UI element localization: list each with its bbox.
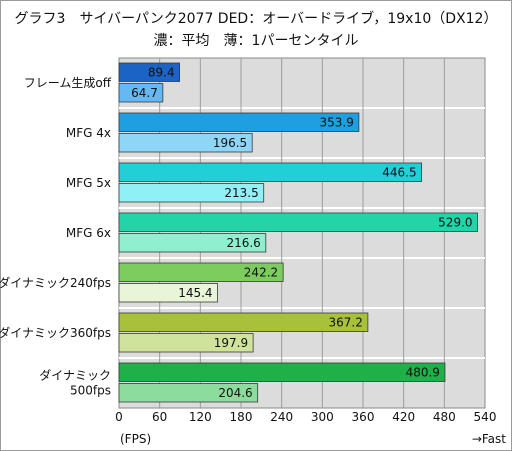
value-label-average: 353.9: [320, 116, 354, 130]
x-tick-label: 480: [433, 410, 456, 424]
x-tick-label: 120: [189, 410, 212, 424]
x-axis-label: (FPS): [120, 432, 152, 446]
x-tick-label: 180: [230, 410, 253, 424]
bar-average: [118, 62, 180, 82]
value-label-1-percentile: 196.5: [213, 136, 247, 150]
bar-average: [118, 262, 284, 282]
value-label-1-percentile: 64.7: [131, 86, 158, 100]
plot-area: [118, 57, 486, 409]
category-label: MFG 5x: [66, 176, 111, 190]
category-label: ダイナミック360fps: [0, 325, 111, 340]
x-tick-label: 240: [270, 410, 293, 424]
x-tick-label: 540: [474, 410, 497, 424]
x-tick-label: 60: [152, 410, 167, 424]
value-label-1-percentile: 213.5: [224, 186, 258, 200]
value-label-average: 480.9: [406, 366, 440, 380]
bar-1-percentile: [118, 233, 267, 253]
value-label-1-percentile: 204.6: [218, 386, 252, 400]
bar-1-percentile: [118, 83, 164, 103]
bar-1-percentile: [118, 283, 218, 303]
value-label-average: 529.0: [438, 216, 472, 230]
category-label: 500fps: [70, 384, 111, 398]
category-label: MFG 6x: [66, 226, 111, 240]
value-label-average: 89.4: [148, 66, 175, 80]
x-tick-label: 360: [352, 410, 375, 424]
category-label: ダイナミック: [39, 368, 111, 383]
category-label: ダイナミック240fps: [0, 275, 111, 290]
x-tick-label: 420: [392, 410, 415, 424]
bar-average: [118, 112, 360, 132]
value-label-1-percentile: 216.6: [226, 236, 260, 250]
value-label-average: 446.5: [382, 166, 416, 180]
bar-average: [118, 362, 446, 382]
bar-average: [118, 212, 478, 232]
bar-1-percentile: [118, 383, 259, 403]
fast-direction-note: →Fast: [471, 432, 506, 446]
bar-average: [118, 312, 369, 332]
bar-1-percentile: [118, 183, 265, 203]
value-label-average: 242.2: [244, 266, 278, 280]
bar-average: [118, 162, 423, 182]
value-label-average: 367.2: [329, 316, 363, 330]
chart-subtitle: 濃：平均 薄：1パーセンタイル: [153, 33, 359, 49]
bar-1-percentile: [118, 133, 253, 153]
bar-1-percentile: [118, 333, 254, 353]
chart-title: グラフ3 サイバーパンク2077 DED：オーバードライブ，19x10（DX12…: [14, 11, 498, 27]
x-tick-label: 300: [311, 410, 334, 424]
value-label-1-percentile: 197.9: [214, 336, 248, 350]
value-label-1-percentile: 145.4: [178, 286, 212, 300]
x-tick-label: 0: [115, 410, 123, 424]
category-label: フレーム生成off: [24, 76, 112, 90]
category-label: MFG 4x: [66, 126, 111, 140]
